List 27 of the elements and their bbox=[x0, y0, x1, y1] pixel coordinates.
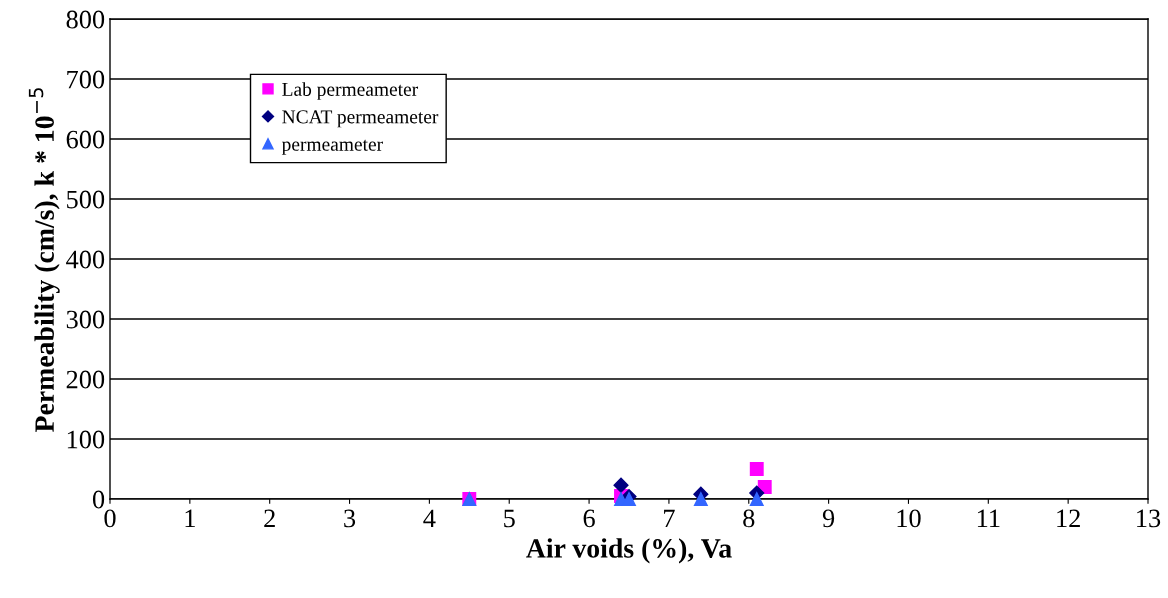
legend-label: NCAT permeameter bbox=[282, 110, 439, 128]
y-tick-label: 300 bbox=[66, 310, 105, 329]
x-tick-label: 9 bbox=[822, 509, 835, 528]
x-tick-label: 13 bbox=[1137, 509, 1161, 528]
y-tick-label: 0 bbox=[92, 490, 105, 509]
x-tick-label: 4 bbox=[423, 509, 436, 528]
y-tick-label: 400 bbox=[66, 250, 105, 269]
x-tick-label: 11 bbox=[977, 509, 1000, 528]
x-tick-label: 6 bbox=[583, 509, 595, 528]
x-tick-label: 2 bbox=[264, 509, 275, 528]
y-tick-label: 100 bbox=[67, 430, 105, 449]
x-tick-label: 12 bbox=[1057, 509, 1080, 528]
legend-label: permeameter bbox=[281, 139, 383, 155]
x-tick-label: 5 bbox=[504, 509, 515, 528]
y-axis-title: Permeability (cm/s), k * 10$^{−5}$ bbox=[28, 88, 60, 432]
y-tick-label: 600 bbox=[66, 130, 105, 149]
y-tick-label: 200 bbox=[66, 370, 105, 389]
legend-label: Lab permeameter bbox=[282, 82, 419, 100]
x-tick-label: 1 bbox=[185, 509, 195, 528]
x-tick-label: 7 bbox=[664, 509, 675, 528]
x-axis-title: Air voids (%), Va bbox=[526, 538, 732, 564]
x-tick-label: 8 bbox=[743, 509, 755, 528]
y-tick-label: 800 bbox=[66, 10, 105, 29]
x-tick-label: 10 bbox=[897, 509, 921, 528]
x-tick-label: 3 bbox=[344, 509, 356, 528]
y-tick-label: 500 bbox=[67, 190, 105, 209]
y-tick-label: 700 bbox=[67, 70, 105, 89]
